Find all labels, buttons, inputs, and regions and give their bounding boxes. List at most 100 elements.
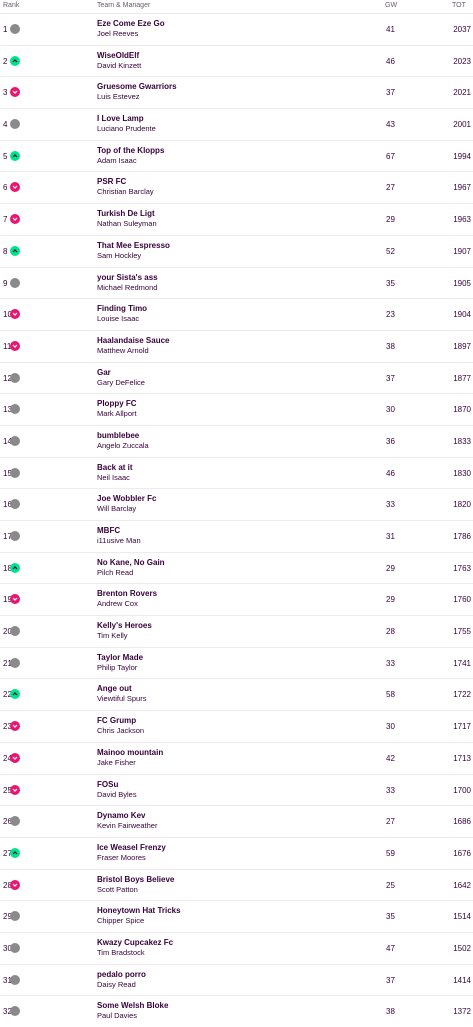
table-row[interactable]: 19 Brenton Rovers Andrew Cox 29 1760	[0, 583, 473, 615]
team-name-link[interactable]: Eze Come Eze Go	[97, 19, 165, 28]
total-points: 2037	[453, 25, 471, 34]
manager-name: Philip Taylor	[97, 662, 138, 672]
team-name-link[interactable]: FOSu	[97, 779, 119, 789]
team-name-link[interactable]: Mainoo mountain	[97, 747, 164, 757]
team-name-link[interactable]: Kwazy Cupcakez Fc	[97, 937, 174, 947]
team-name-link[interactable]: Haalandaise Sauce	[97, 335, 170, 345]
table-row[interactable]: 15 Back at it Neil Isaac 46 1830	[0, 456, 473, 489]
total-points: 1870	[453, 405, 471, 415]
manager-name: i11usive Man	[97, 536, 141, 545]
team-name-link[interactable]: Gruesome Gwarriors	[97, 82, 177, 92]
rank-number: 23	[3, 722, 12, 732]
table-row[interactable]: 30 Kwazy Cupcakez Fc Tim Bradstock 47 1502	[0, 931, 473, 964]
team-name-link[interactable]: pedalo porro	[97, 969, 146, 979]
team-name-link[interactable]: PSR FC	[97, 177, 127, 187]
team-name-link[interactable]: Some Welsh Bloke	[97, 1001, 169, 1011]
gameweek-points: 67	[386, 151, 395, 161]
team-name-link[interactable]: bumblebee	[97, 430, 140, 440]
table-row[interactable]: 17 MBFC i11usive Man 31 1786	[0, 520, 473, 552]
gameweek-points: 36	[386, 436, 395, 446]
gameweek-points: 42	[386, 753, 395, 763]
table-row[interactable]: 1 Eze Come Eze Go Joel Reeves 41 2037	[0, 13, 473, 45]
team-name-link[interactable]: Joe Wobbler Fc	[97, 494, 157, 504]
team-name-link[interactable]: Ange out	[97, 684, 132, 694]
team-name-link[interactable]: Ploppy FC	[97, 399, 137, 409]
rank-unchanged-icon	[10, 816, 20, 827]
total-points: 1963	[453, 215, 471, 225]
table-row[interactable]: 20 Kelly's Heroes Tim Kelly 28 1755	[0, 615, 473, 647]
table-row[interactable]: 5 Top of the Klopps Adam Isaac 67 1994	[0, 139, 473, 172]
total-points: 1833	[453, 436, 471, 446]
team-name-link[interactable]: I Love Lamp	[97, 114, 144, 124]
team-name-link[interactable]: FC Grump	[97, 716, 137, 726]
team-name-link[interactable]: Turkish De Ligt	[97, 209, 155, 219]
rank-unchanged-icon	[10, 974, 20, 985]
team-name-link[interactable]: Honeytown Hat Tricks	[97, 906, 181, 916]
total-points: 1372	[453, 1007, 471, 1017]
team-name-link[interactable]: Kelly's Heroes	[97, 621, 152, 631]
table-row[interactable]: 22 Ange out Viewtiful Spurs 58 1722	[0, 678, 473, 710]
table-row[interactable]: 16 Joe Wobbler Fc Will Barclay 33 1820	[0, 488, 473, 520]
rank-down-icon	[10, 594, 20, 605]
total-points: 1514	[453, 912, 471, 922]
gameweek-points: 46	[386, 56, 395, 66]
table-row[interactable]: 23 FC Grump Chris Jackson 30 1717	[0, 710, 473, 742]
table-row[interactable]: 25 FOSu David Byles 33 1700	[0, 773, 473, 806]
gameweek-points: 33	[386, 658, 395, 668]
team-name-link[interactable]: your Sista's ass	[97, 272, 158, 282]
gameweek-points: 47	[386, 943, 395, 953]
total-points: 2001	[453, 120, 471, 130]
table-row[interactable]: 2 WiseOldElf David Kinzett 46 2023	[0, 44, 473, 77]
table-row[interactable]: 9 your Sista's ass Michael Redmond 35 1905	[0, 266, 473, 299]
team-name-link[interactable]: Brenton Rovers	[97, 589, 158, 599]
table-row[interactable]: 31 pedalo porro Daisy Read 37 1414	[0, 963, 473, 996]
table-row[interactable]: 4 I Love Lamp Luciano Prudente 43 2001	[0, 108, 473, 140]
table-row[interactable]: 11 Haalandaise Sauce Matthew Arnold 38 1897	[0, 329, 473, 362]
table-row[interactable]: 12 Gar Gary DeFelice 37 1877	[0, 361, 473, 394]
manager-name: Matthew Arnold	[97, 345, 149, 355]
team-name-link[interactable]: Finding Timo	[97, 304, 148, 314]
table-row[interactable]: 32 Some Welsh Bloke Paul Davies 38 1372	[0, 995, 473, 1027]
manager-name: Pilch Read	[97, 567, 134, 577]
table-row[interactable]: 26 Dynamo Kev Kevin Fairweather 27 1686	[0, 805, 473, 837]
team-name-link[interactable]: Top of the Klopps	[97, 145, 165, 155]
total-points: 1502	[453, 943, 471, 953]
table-row[interactable]: 14 bumblebee Angelo Zuccala 36 1833	[0, 424, 473, 457]
team-name-link[interactable]: No Kane, No Gain	[97, 557, 165, 567]
table-row[interactable]: 28 Bristol Boys Believe Scott Patton 25 1642	[0, 868, 473, 901]
gw-column-header[interactable]: GW	[385, 2, 398, 9]
team-name-link[interactable]: Gar	[97, 367, 111, 377]
rank-number: 15	[3, 468, 12, 478]
table-row[interactable]: 21 Taylor Made Philip Taylor 33 1741	[0, 646, 473, 679]
rank-number: 30	[3, 943, 12, 953]
table-row[interactable]: 8 That Mee Espresso Sam Hockley 52 1907	[0, 234, 473, 267]
gameweek-points: 29	[386, 595, 395, 605]
team-name-link[interactable]: Bristol Boys Believe	[97, 874, 175, 884]
total-points: 1877	[453, 373, 471, 383]
team-name-link[interactable]: Ice Weasel Frenzy	[97, 842, 166, 852]
rank-up-icon	[10, 689, 20, 700]
table-row[interactable]: 24 Mainoo mountain Jake Fisher 42 1713	[0, 741, 473, 774]
team-name-link[interactable]: That Mee Espresso	[97, 240, 170, 250]
table-row[interactable]: 10 Finding Timo Louise Isaac 23 1904	[0, 298, 473, 330]
table-row[interactable]: 13 Ploppy FC Mark Allport 30 1870	[0, 393, 473, 425]
team-name-link[interactable]: Taylor Made	[97, 652, 144, 662]
table-row[interactable]: 3 Gruesome Gwarriors Luis Estevez 37 2021	[0, 76, 473, 108]
tot-column-header[interactable]: TOT	[452, 2, 466, 9]
table-row[interactable]: 18 No Kane, No Gain Pilch Read 29 1763	[0, 551, 473, 584]
rank-unchanged-icon	[10, 119, 20, 130]
team-name-link[interactable]: Back at it	[97, 462, 133, 472]
table-row[interactable]: 27 Ice Weasel Frenzy Fraser Moores 59 1676	[0, 836, 473, 869]
gameweek-points: 35	[386, 912, 395, 922]
rank-number: 20	[3, 627, 12, 637]
manager-name: Christian Barclay	[97, 187, 154, 197]
team-name-link[interactable]: WiseOldElf	[97, 50, 140, 60]
table-row[interactable]: 6 PSR FC Christian Barclay 27 1967	[0, 171, 473, 203]
table-row[interactable]: 29 Honeytown Hat Tricks Chipper Spice 35 151…	[0, 900, 473, 932]
rank-number: 3	[3, 88, 8, 98]
rank-number: 4	[3, 120, 8, 130]
rank-down-icon	[10, 309, 20, 320]
table-row[interactable]: 7 Turkish De Ligt Nathan Suleyman 29 1963	[0, 203, 473, 235]
team-name-link[interactable]: MBFC	[97, 526, 121, 535]
team-name-link[interactable]: Dynamo Kev	[97, 811, 146, 821]
